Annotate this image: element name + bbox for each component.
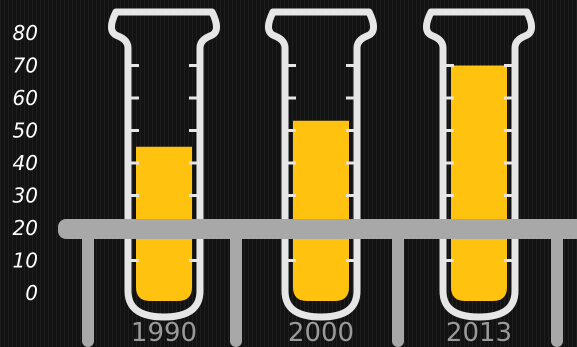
y-tick-label: 50	[13, 119, 38, 143]
tube-outline	[265, 8, 377, 321]
rack-leg	[551, 224, 563, 347]
category-labels: 1990 2000 2013	[131, 318, 512, 347]
y-tick-label: 30	[13, 184, 38, 208]
y-axis-tick-labels: 0 10 20 30 40 50 60 70 80	[13, 21, 38, 305]
y-tick-label: 0	[25, 281, 38, 305]
bar-2000	[293, 120, 349, 301]
y-tick-label: 60	[13, 86, 38, 110]
rack-leg	[82, 224, 94, 347]
tube-2013	[423, 8, 535, 321]
tube-1990	[108, 8, 220, 321]
tube-outline	[108, 8, 220, 321]
rack-leg	[230, 224, 242, 347]
category-label: 1990	[131, 318, 197, 347]
tube-outline	[423, 8, 535, 321]
bar-2013	[451, 65, 507, 301]
y-tick-label: 40	[13, 151, 38, 175]
y-tick-label: 10	[13, 249, 38, 273]
rack-crossbar	[58, 219, 577, 239]
y-tick-label: 70	[13, 54, 38, 78]
rack-leg	[392, 224, 404, 347]
test-tubes	[108, 8, 535, 321]
y-tick-label: 80	[13, 21, 38, 45]
tube-2000	[265, 8, 377, 321]
y-tick-label: 20	[13, 216, 38, 240]
category-label: 2013	[446, 318, 512, 347]
rack-legs	[82, 224, 563, 347]
category-label: 2000	[288, 318, 354, 347]
